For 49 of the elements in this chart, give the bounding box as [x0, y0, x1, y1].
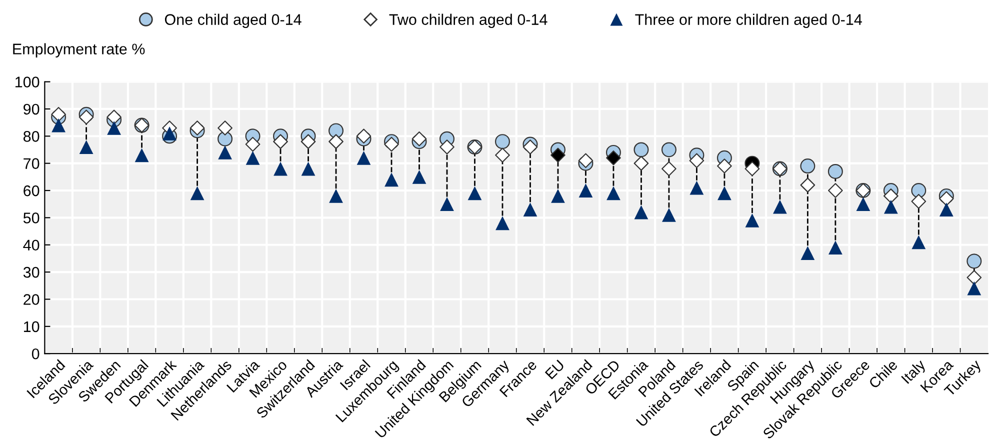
point [939, 202, 954, 216]
point [107, 121, 121, 135]
y-axis-title: Employment rate % [13, 43, 145, 58]
point [79, 140, 94, 154]
y-tick-label: 70 [24, 158, 40, 170]
point [218, 146, 232, 160]
point [606, 186, 620, 200]
legend-label: Three or more children aged 0-14 [635, 14, 862, 28]
y-tick-label: 0 [32, 348, 40, 360]
point [301, 162, 316, 176]
point [468, 186, 482, 200]
point [828, 240, 842, 255]
point [662, 208, 676, 222]
y-tick-label: 20 [24, 294, 40, 305]
point [718, 186, 732, 200]
point [690, 180, 704, 195]
y-tick-label: 60 [24, 185, 40, 196]
point [384, 172, 398, 187]
point [634, 205, 648, 220]
point [912, 235, 926, 250]
point [134, 148, 149, 162]
point [800, 246, 815, 260]
point [884, 200, 898, 214]
y-tick-label: 10 [24, 321, 40, 332]
point [274, 162, 288, 176]
legend-label: One child aged 0-14 [164, 14, 302, 28]
point [412, 170, 426, 184]
y-tick-label: 50 [23, 212, 40, 224]
point [356, 150, 371, 165]
point [745, 213, 760, 228]
point [967, 281, 982, 296]
point [162, 126, 176, 140]
point [329, 188, 343, 203]
point [496, 216, 510, 230]
point [773, 200, 787, 214]
point [440, 197, 454, 212]
legend-label: Two children aged 0-14 [389, 14, 548, 28]
point [551, 188, 565, 203]
y-tick-label: 80 [23, 131, 40, 142]
point [52, 118, 66, 132]
y-tick-label: 30 [23, 266, 40, 278]
point [246, 150, 260, 165]
y-tick-label: 100 [16, 76, 40, 88]
y-tick-label: 40 [23, 240, 40, 251]
point [578, 184, 593, 198]
point [190, 186, 204, 200]
point [856, 197, 870, 212]
point [523, 202, 538, 216]
y-tick-label: 90 [24, 104, 40, 115]
